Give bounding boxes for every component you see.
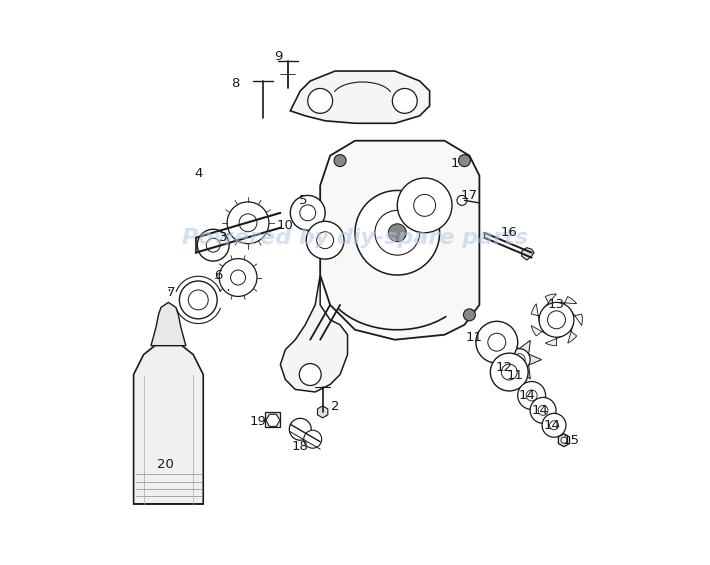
Circle shape <box>398 178 452 233</box>
Polygon shape <box>290 71 430 123</box>
Circle shape <box>188 290 208 310</box>
Circle shape <box>300 205 316 221</box>
Polygon shape <box>522 247 534 260</box>
Circle shape <box>375 210 420 255</box>
Text: 11: 11 <box>507 369 524 382</box>
Circle shape <box>457 195 467 206</box>
Circle shape <box>231 270 246 285</box>
Text: 5: 5 <box>298 194 307 207</box>
Polygon shape <box>508 340 519 354</box>
Polygon shape <box>531 325 549 336</box>
Circle shape <box>355 190 439 275</box>
Circle shape <box>542 414 566 437</box>
Circle shape <box>518 381 545 410</box>
Text: 2: 2 <box>331 401 339 414</box>
Circle shape <box>307 89 332 114</box>
Text: 17: 17 <box>461 189 478 202</box>
Polygon shape <box>568 324 577 343</box>
Text: 3: 3 <box>219 231 227 244</box>
Circle shape <box>501 364 517 380</box>
Polygon shape <box>558 434 569 447</box>
Circle shape <box>393 89 417 114</box>
Circle shape <box>289 418 311 440</box>
Text: 15: 15 <box>563 434 580 447</box>
Circle shape <box>197 229 229 261</box>
Circle shape <box>464 309 476 321</box>
Circle shape <box>239 214 257 232</box>
Polygon shape <box>543 294 557 309</box>
Circle shape <box>508 349 530 371</box>
Text: 11: 11 <box>466 331 483 344</box>
Text: 20: 20 <box>158 458 175 471</box>
Text: 9: 9 <box>273 50 282 63</box>
Polygon shape <box>151 302 186 346</box>
Circle shape <box>414 194 436 216</box>
Text: 1: 1 <box>450 157 459 170</box>
Polygon shape <box>280 275 347 392</box>
Polygon shape <box>266 412 280 427</box>
Circle shape <box>304 431 322 448</box>
Polygon shape <box>317 406 328 418</box>
Polygon shape <box>531 303 540 324</box>
Circle shape <box>300 364 321 385</box>
Circle shape <box>550 421 559 430</box>
Circle shape <box>317 232 334 249</box>
Circle shape <box>513 354 525 366</box>
Circle shape <box>290 195 325 231</box>
Circle shape <box>491 353 528 391</box>
Polygon shape <box>320 141 479 340</box>
Text: 13: 13 <box>548 298 565 311</box>
Text: 16: 16 <box>501 226 518 239</box>
Circle shape <box>334 155 346 167</box>
Polygon shape <box>529 354 542 365</box>
Polygon shape <box>133 340 203 504</box>
Circle shape <box>539 302 574 337</box>
Polygon shape <box>545 336 564 346</box>
Text: 18: 18 <box>292 440 309 453</box>
Circle shape <box>476 321 518 363</box>
Circle shape <box>306 221 344 259</box>
Text: 14: 14 <box>543 419 560 432</box>
Circle shape <box>227 202 269 244</box>
Text: 6: 6 <box>214 268 222 281</box>
Text: 7: 7 <box>167 286 175 299</box>
Text: 4: 4 <box>194 167 202 180</box>
Circle shape <box>180 281 217 319</box>
Text: 14: 14 <box>532 404 549 417</box>
Polygon shape <box>557 297 577 304</box>
Circle shape <box>488 333 506 351</box>
Polygon shape <box>508 365 519 379</box>
Circle shape <box>561 437 567 443</box>
Circle shape <box>547 311 565 329</box>
Text: Powered by diy-spare parts: Powered by diy-spare parts <box>182 228 528 247</box>
Circle shape <box>526 390 537 401</box>
Circle shape <box>388 224 406 242</box>
Text: 12: 12 <box>496 360 513 373</box>
Circle shape <box>219 259 257 297</box>
Circle shape <box>459 155 471 167</box>
Text: 10: 10 <box>277 219 294 232</box>
Text: 19: 19 <box>249 415 266 428</box>
Polygon shape <box>570 309 582 325</box>
Polygon shape <box>266 414 280 427</box>
Text: 8: 8 <box>231 77 240 90</box>
Circle shape <box>538 406 548 415</box>
Text: 14: 14 <box>518 389 535 402</box>
Polygon shape <box>519 365 530 379</box>
Circle shape <box>530 397 556 423</box>
Circle shape <box>206 238 220 252</box>
Polygon shape <box>519 340 530 354</box>
Polygon shape <box>497 354 510 365</box>
